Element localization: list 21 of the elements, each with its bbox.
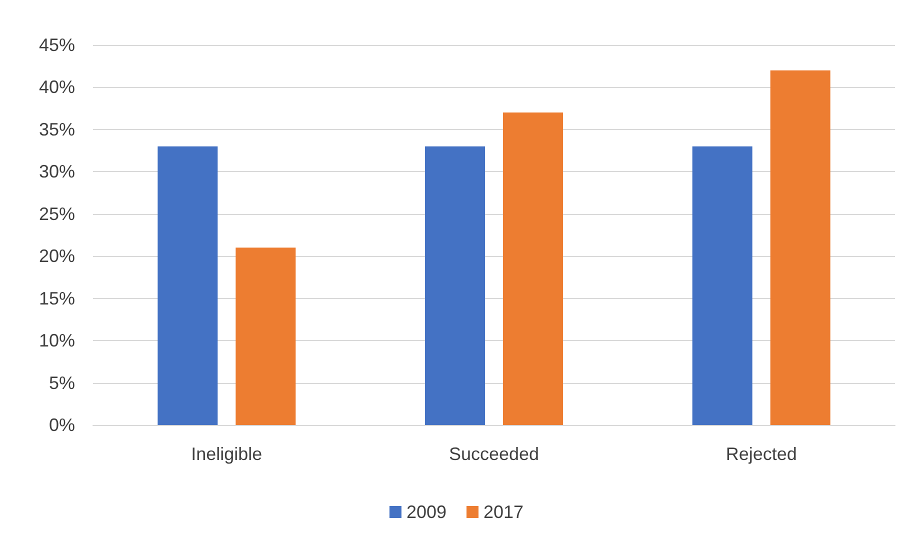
x-tick-label: Rejected <box>726 444 797 464</box>
y-tick-label: 45% <box>38 35 75 55</box>
y-tick-label: 30% <box>38 162 75 182</box>
bar <box>503 112 563 425</box>
y-tick-label: 10% <box>38 330 75 351</box>
y-tick-label: 5% <box>48 372 75 393</box>
x-tick-label: Ineligible <box>191 444 262 464</box>
y-tick-label: 40% <box>38 77 75 98</box>
bar <box>770 70 830 425</box>
y-tick-label: 20% <box>38 246 75 266</box>
legend-label: 2017 <box>484 502 524 522</box>
bar <box>158 146 218 425</box>
bar <box>692 146 752 425</box>
y-tick-label: 25% <box>38 204 75 224</box>
bar <box>425 146 485 425</box>
bar <box>236 248 296 425</box>
y-tick-label: 15% <box>38 288 75 308</box>
x-tick-label: Succeeded <box>448 444 540 464</box>
y-tick-label: 0% <box>48 415 75 435</box>
legend-label: 2009 <box>406 502 447 522</box>
y-tick-label: 35% <box>38 119 75 140</box>
